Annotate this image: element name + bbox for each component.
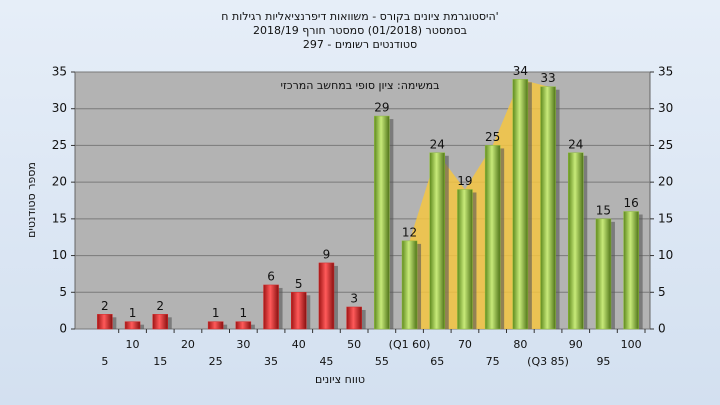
- x-tick-label: 95: [596, 355, 610, 368]
- x-tick-label: 55: [375, 355, 389, 368]
- value-label: 24: [568, 137, 583, 151]
- bar: [291, 292, 307, 330]
- value-label: 6: [267, 269, 275, 283]
- bar: [540, 86, 556, 330]
- chart-subtitle: סטודנטים רשומים - 297: [303, 38, 417, 51]
- y-axis-label: מספר סטודנטים: [25, 162, 38, 238]
- value-label: 1: [212, 306, 220, 320]
- value-label: 3: [350, 291, 358, 305]
- y-tick-label: 0: [59, 322, 67, 336]
- value-label: 16: [624, 196, 639, 210]
- value-label: 2: [156, 299, 164, 313]
- bar: [568, 152, 584, 330]
- bar: [374, 115, 390, 330]
- bar: [207, 321, 224, 330]
- y-tick-label: 30: [52, 101, 67, 115]
- value-label: 12: [402, 225, 417, 239]
- x-tick-label: (Q3 85): [527, 355, 569, 368]
- x-tick-label: 40: [292, 338, 306, 351]
- y-tick-label: 25: [52, 138, 67, 152]
- y-tick-label: 5: [59, 285, 67, 299]
- x-tick-label: 80: [513, 338, 527, 351]
- x-tick-label: 75: [486, 355, 500, 368]
- bar: [346, 306, 362, 330]
- chart-title: 'היסטוגרמת ציונים בקורס - משוואות דיפרנצ…: [221, 10, 498, 23]
- bar: [512, 79, 529, 330]
- value-label: 24: [430, 137, 445, 151]
- bar: [235, 321, 252, 330]
- bar: [124, 321, 141, 330]
- x-tick-label: 15: [153, 355, 167, 368]
- bar: [152, 314, 168, 330]
- y-tick-label: 15: [52, 211, 67, 225]
- chart-subtitle: בסמסטר (01/2018) סמסטר חורף 2018/19: [253, 24, 467, 37]
- value-label: 19: [457, 174, 472, 188]
- x-tick-label: 10: [126, 338, 140, 351]
- y2-tick-label: 5: [658, 285, 666, 299]
- y-tick-label: 10: [52, 248, 67, 262]
- x-tick-label: 30: [236, 338, 250, 351]
- value-label: 2: [101, 299, 109, 313]
- y2-tick-label: 20: [658, 175, 673, 189]
- value-label: 5: [295, 277, 303, 291]
- x-tick-label: 90: [569, 338, 583, 351]
- value-label: 15: [596, 203, 611, 217]
- x-tick-label: 35: [264, 355, 278, 368]
- bar: [263, 284, 279, 330]
- value-label: 1: [129, 306, 137, 320]
- y2-tick-label: 25: [658, 138, 673, 152]
- value-label: 1: [240, 306, 248, 320]
- value-label: 33: [540, 71, 555, 85]
- y-tick-label: 20: [52, 175, 67, 189]
- x-tick-label: 50: [347, 338, 361, 351]
- bar: [429, 152, 445, 330]
- y2-tick-label: 0: [658, 322, 666, 336]
- y2-tick-label: 30: [658, 101, 673, 115]
- value-label: 25: [485, 130, 500, 144]
- bar: [595, 218, 612, 330]
- x-tick-label: 5: [101, 355, 108, 368]
- x-tick-label: (Q1 60): [389, 338, 431, 351]
- x-tick-label: 20: [181, 338, 195, 351]
- bar: [401, 240, 418, 330]
- bar: [97, 314, 113, 330]
- x-axis-label: טווח ציונים: [315, 373, 365, 386]
- bar: [318, 262, 335, 330]
- x-tick-label: 65: [430, 355, 444, 368]
- bar: [484, 145, 501, 330]
- annotation: במשימה: ציון סופי במחשב המרכזי: [280, 79, 439, 92]
- y2-tick-label: 15: [658, 211, 673, 225]
- x-tick-label: 70: [458, 338, 472, 351]
- y2-tick-label: 35: [658, 65, 673, 79]
- plot-area: [74, 71, 651, 330]
- x-tick-label: 100: [621, 338, 642, 351]
- value-label: 29: [374, 101, 389, 115]
- value-label: 9: [323, 247, 331, 261]
- value-label: 34: [513, 64, 528, 78]
- y2-tick-label: 10: [658, 248, 673, 262]
- bar: [457, 189, 473, 330]
- x-tick-label: 25: [209, 355, 223, 368]
- bar: [623, 211, 639, 330]
- x-tick-label: 45: [319, 355, 333, 368]
- y-tick-label: 35: [52, 65, 67, 79]
